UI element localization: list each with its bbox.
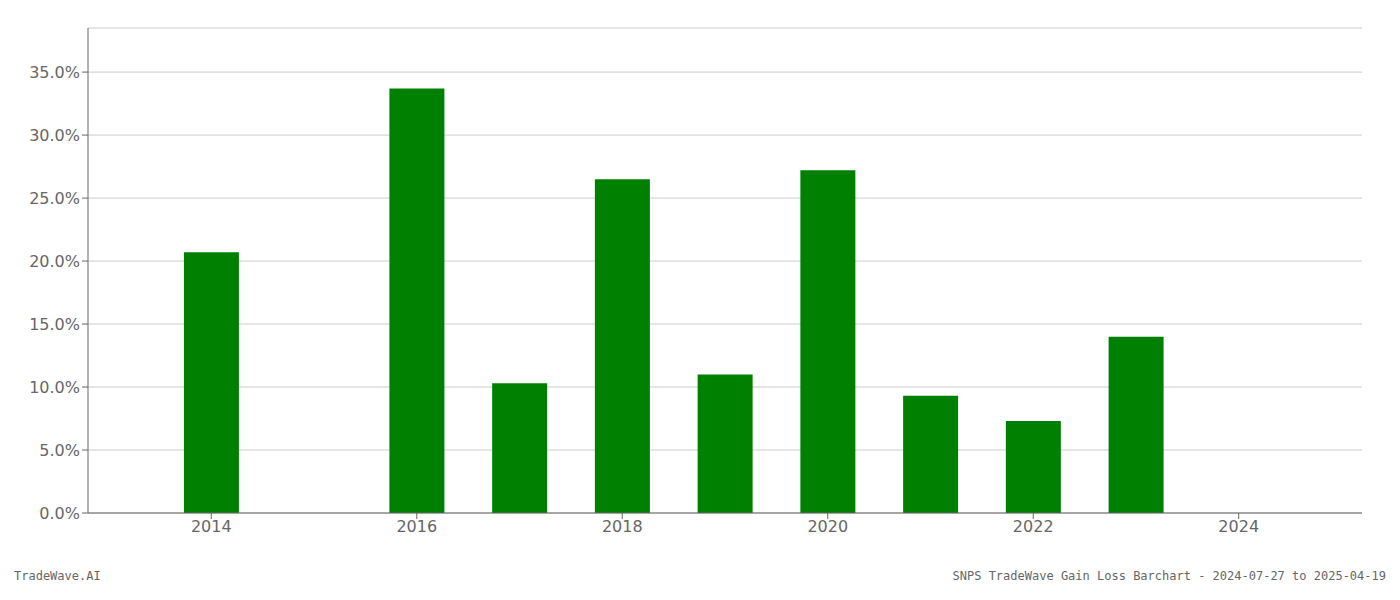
svg-text:2022: 2022 (1013, 517, 1054, 536)
svg-text:2020: 2020 (807, 517, 848, 536)
svg-text:20.0%: 20.0% (29, 252, 80, 271)
svg-text:2014: 2014 (191, 517, 232, 536)
html-text:SNPS TradeWave Gain Loss Barch: SNPS TradeWave Gain Loss Barchart - 2024… (952, 568, 1386, 583)
svg-text:0.0%: 0.0% (39, 504, 80, 523)
svg-text:35.0%: 35.0% (29, 63, 80, 82)
svg-text:10.0%: 10.0% (29, 378, 80, 397)
svg-text:2016: 2016 (396, 517, 437, 536)
svg-text:15.0%: 15.0% (29, 315, 80, 334)
svg-text:2018: 2018 (602, 517, 643, 536)
svg-text:30.0%: 30.0% (29, 126, 80, 145)
svg-text:5.0%: 5.0% (39, 441, 80, 460)
svg-text:2024: 2024 (1218, 517, 1259, 536)
html-text:TradeWave.AI: TradeWave.AI (14, 568, 101, 583)
svg-text:25.0%: 25.0% (29, 189, 80, 208)
